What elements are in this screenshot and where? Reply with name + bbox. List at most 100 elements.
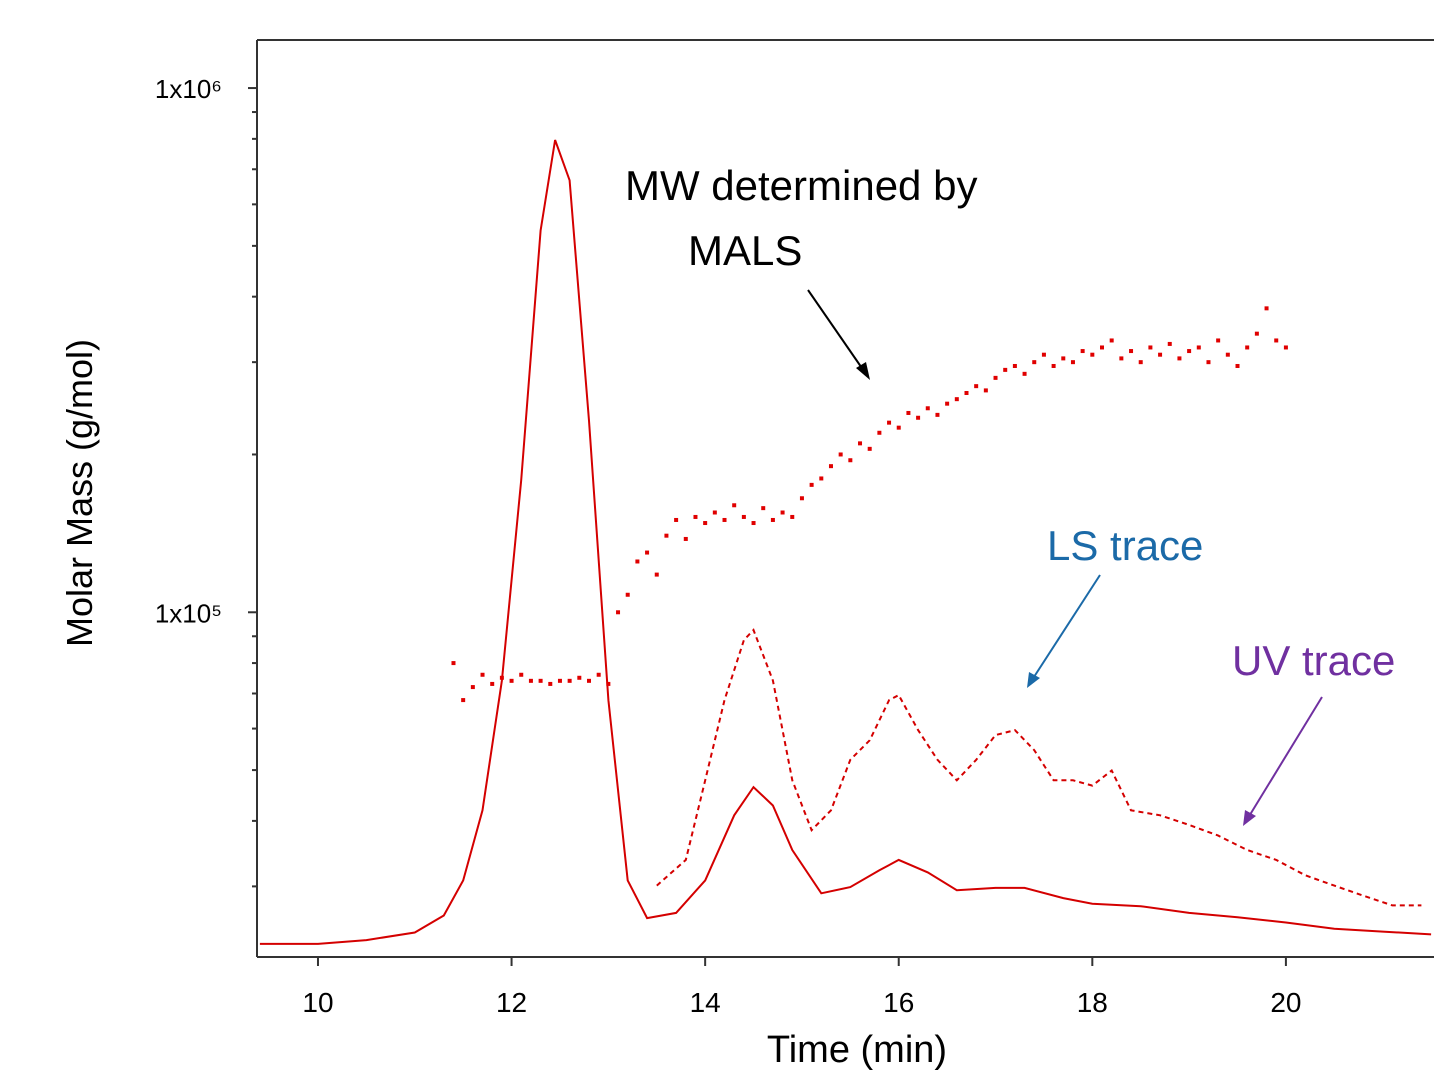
data-point (1080, 349, 1085, 354)
data-point (528, 678, 533, 683)
data-point (451, 661, 456, 666)
data-point (1235, 363, 1240, 368)
data-point (1254, 331, 1259, 336)
data-point (1264, 306, 1269, 311)
data-point (770, 517, 775, 522)
data-point (470, 685, 475, 690)
data-point (490, 681, 495, 686)
data-point (1148, 345, 1153, 350)
data-point (1196, 345, 1201, 350)
data-point (654, 572, 659, 577)
trace-line (259, 139, 1432, 945)
data-point (790, 514, 795, 519)
x-tick-label: 10 (302, 987, 333, 1018)
data-point (983, 388, 988, 393)
data-point (509, 678, 514, 683)
data-point (848, 458, 853, 463)
data-point (887, 420, 892, 425)
data-point (867, 446, 872, 451)
data-point (1032, 360, 1037, 365)
data-point (586, 678, 591, 683)
x-tick-label: 12 (496, 987, 527, 1018)
data-point (974, 384, 979, 389)
data-point (557, 678, 562, 683)
data-point (499, 675, 504, 680)
data-point (1070, 360, 1075, 365)
data-point (519, 672, 524, 677)
data-point (1283, 345, 1288, 350)
data-point (732, 503, 737, 508)
data-point (722, 517, 727, 522)
data-point (1129, 349, 1134, 354)
data-point (645, 550, 650, 555)
data-point (1274, 338, 1279, 343)
data-point (809, 482, 814, 487)
data-point (683, 536, 688, 541)
data-point (925, 406, 930, 411)
data-point (819, 476, 824, 481)
data-point (1225, 352, 1230, 357)
y-axis-label: Molar Mass (g/mol) (59, 339, 100, 647)
arrow-head (1243, 810, 1256, 826)
data-point (538, 678, 543, 683)
data-point (945, 401, 950, 406)
y-tick-label: 1x10⁶ (155, 74, 222, 104)
annotation: LS trace (1047, 522, 1203, 569)
x-tick-label: 16 (883, 987, 914, 1018)
data-point (828, 464, 833, 469)
trace-line (656, 628, 1422, 907)
arrow-head (856, 362, 870, 380)
data-point (693, 514, 698, 519)
data-point (1041, 352, 1046, 357)
data-point (1090, 352, 1095, 357)
annotation: UV trace (1232, 637, 1395, 684)
data-point (838, 452, 843, 457)
arrow-head (1027, 672, 1040, 688)
data-point (1061, 356, 1066, 361)
data-point (751, 521, 756, 526)
data-point (964, 390, 969, 395)
data-point (896, 425, 901, 430)
arrow (1031, 574, 1101, 681)
data-point (916, 415, 921, 420)
data-point (1206, 360, 1211, 365)
data-point (606, 681, 611, 686)
data-point (1138, 360, 1143, 365)
data-point (935, 412, 940, 417)
data-point (906, 410, 911, 415)
data-point (1119, 356, 1124, 361)
data-point (635, 559, 640, 564)
data-point (1177, 356, 1182, 361)
data-point (954, 397, 959, 402)
data-point (548, 681, 553, 686)
x-tick-label: 14 (690, 987, 721, 1018)
data-point (596, 672, 601, 677)
annotation: MW determined by (625, 162, 977, 209)
data-point (741, 514, 746, 519)
data-point (993, 375, 998, 380)
data-point (799, 496, 804, 501)
data-point (1245, 345, 1250, 350)
x-axis-label: Time (min) (767, 1029, 947, 1071)
data-point (616, 610, 621, 615)
data-point (761, 506, 766, 511)
data-point (1187, 349, 1192, 354)
data-point (877, 430, 882, 435)
y-tick-label: 1x10⁵ (155, 598, 222, 628)
data-point (1109, 338, 1114, 343)
data-point (567, 678, 572, 683)
data-point (1051, 363, 1056, 368)
data-point (664, 533, 669, 538)
x-tick-label: 18 (1077, 987, 1108, 1018)
data-point (1022, 371, 1027, 376)
data-point (712, 510, 717, 515)
data-point (577, 675, 582, 680)
annotation: MALS (688, 227, 802, 274)
data-point (780, 510, 785, 515)
data-point (858, 441, 863, 446)
data-point (1100, 345, 1105, 350)
data-point (1012, 363, 1017, 368)
arrow (807, 289, 867, 375)
